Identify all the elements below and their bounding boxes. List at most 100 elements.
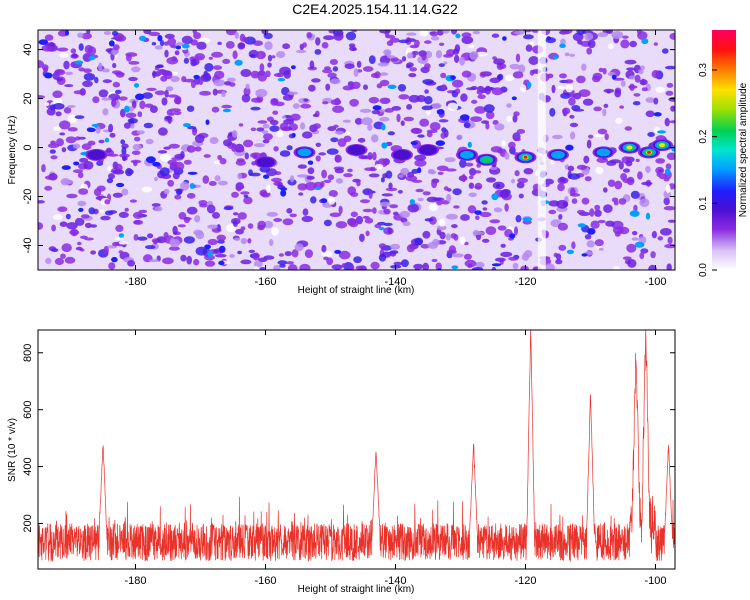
heatmap-noise-cell — [187, 171, 198, 175]
heatmap-noise-cell — [231, 218, 241, 225]
heatmap-noise-cell — [183, 78, 195, 83]
heatmap-noise-cell — [144, 103, 154, 108]
heatmap-noise-cell — [271, 227, 279, 236]
heatmap-hotspot — [475, 153, 498, 166]
heatmap-noise-cell — [267, 62, 272, 68]
heatmap-noise-cell — [304, 249, 313, 258]
heatmap-noise-cell — [300, 122, 306, 130]
heatmap-noise-cell — [663, 206, 675, 211]
heatmap-noise-cell — [440, 84, 447, 91]
heatmap-noise-cell — [108, 123, 114, 133]
heatmap-noise-cell — [368, 173, 380, 178]
snr-x-axis-label: Height of straight line (km) — [298, 584, 415, 595]
heatmap-noise-cell — [158, 127, 168, 136]
heatmap-noise-cell — [379, 201, 391, 207]
heatmap-noise-cell — [562, 107, 571, 115]
heatmap-noise-cell — [471, 99, 478, 104]
heatmap-noise-cell — [623, 168, 630, 173]
heatmap-noise-cell — [666, 263, 672, 270]
heatmap-noise-cell — [163, 41, 169, 46]
heatmap-noise-cell — [479, 211, 492, 218]
heatmap-noise-cell — [172, 71, 179, 76]
heatmap-noise-cell — [111, 98, 117, 107]
heatmap-noise-cell — [233, 237, 241, 241]
heatmap-noise-cell — [273, 264, 281, 270]
heatmap-noise-cell — [597, 128, 608, 135]
heatmap-noise-cell — [189, 183, 195, 189]
heatmap-noise-cell — [576, 164, 588, 170]
heatmap-noise-cell — [291, 65, 296, 70]
heatmap-noise-cell — [300, 103, 312, 109]
colorbar-tick-label: 0.1 — [698, 196, 709, 210]
heatmap-noise-cell — [106, 147, 112, 153]
heatmap-noise-cell — [104, 210, 114, 216]
heatmap-noise-cell — [333, 124, 339, 128]
heatmap-noise-cell — [496, 183, 501, 188]
heatmap-noise-cell — [451, 253, 464, 258]
heatmap-noise-cell — [406, 62, 414, 68]
heatmap-noise-cell — [208, 181, 217, 186]
heatmap-noise-cell — [614, 89, 622, 98]
heatmap-noise-cell — [387, 227, 392, 235]
heatmap-noise-cell — [377, 62, 389, 67]
heatmap-noise-cell — [459, 159, 467, 168]
y-tick-label: 200 — [22, 514, 34, 532]
heatmap-noise-cell — [38, 200, 45, 204]
heatmap-noise-cell — [111, 256, 118, 263]
heatmap-noise-cell — [664, 168, 671, 175]
heatmap-noise-cell — [146, 87, 157, 91]
heatmap-noise-cell — [588, 134, 594, 139]
heatmap-noise-cell — [463, 253, 472, 260]
heatmap-noise-cell — [569, 122, 579, 128]
heatmap-noise-cell — [475, 215, 480, 220]
heatmap-noise-cell — [154, 206, 163, 212]
heatmap-noise-cell — [193, 258, 200, 266]
heatmap-noise-cell — [257, 120, 268, 124]
heatmap-hotspot — [345, 144, 368, 156]
x-tick-label: -160 — [254, 575, 276, 587]
heatmap-noise-cell — [64, 84, 74, 88]
heatmap-noise-cell — [329, 59, 338, 65]
heatmap-noise-cell — [424, 40, 432, 44]
heatmap-noise-cell — [584, 32, 594, 41]
heatmap-noise-cell — [379, 72, 389, 76]
heatmap-noise-cell — [278, 253, 284, 257]
heatmap-noise-cell — [302, 42, 307, 48]
heatmap-noise-cell — [524, 250, 533, 258]
heatmap-noise-cell — [70, 48, 77, 54]
heatmap-noise-cell — [626, 67, 636, 71]
heatmap-noise-cell — [547, 73, 554, 79]
heatmap-noise-cell — [129, 199, 137, 203]
heatmap-noise-cell — [334, 168, 344, 174]
heatmap-noise-cell — [594, 204, 601, 211]
heatmap-noise-cell — [269, 119, 279, 126]
heatmap-noise-cell — [212, 212, 220, 219]
heatmap-noise-cell — [383, 222, 393, 227]
heatmap-noise-cell — [272, 110, 279, 115]
heatmap-noise-cell — [108, 262, 116, 270]
heatmap-noise-cell — [361, 117, 373, 126]
heatmap-noise-cell — [56, 47, 69, 52]
heatmap-noise-cell — [312, 113, 318, 117]
heatmap-noise-cell — [598, 67, 604, 73]
heatmap-noise-cell — [422, 262, 429, 270]
heatmap-noise-cell — [494, 123, 505, 131]
y-tick-label: -40 — [22, 238, 34, 254]
heatmap-noise-cell — [273, 73, 282, 77]
heatmap-noise-cell — [157, 35, 163, 42]
heatmap-noise-cell — [207, 224, 218, 230]
heatmap-noise-cell — [190, 80, 196, 89]
heatmap-noise-cell — [397, 84, 407, 92]
heatmap-noise-cell — [63, 107, 72, 114]
heatmap-noise-cell — [467, 205, 477, 214]
heatmap-noise-cell — [240, 191, 250, 195]
heatmap-noise-cell — [202, 175, 210, 184]
heatmap-noise-cell — [445, 213, 458, 220]
heatmap-noise-cell — [648, 264, 657, 270]
heatmap-noise-cell — [38, 222, 44, 230]
heatmap-noise-cell — [560, 92, 571, 99]
heatmap-noise-cell — [271, 55, 276, 59]
heatmap-noise-cell — [186, 145, 196, 153]
heatmap-noise-cell — [372, 151, 377, 161]
heatmap-noise-cell — [620, 80, 626, 87]
